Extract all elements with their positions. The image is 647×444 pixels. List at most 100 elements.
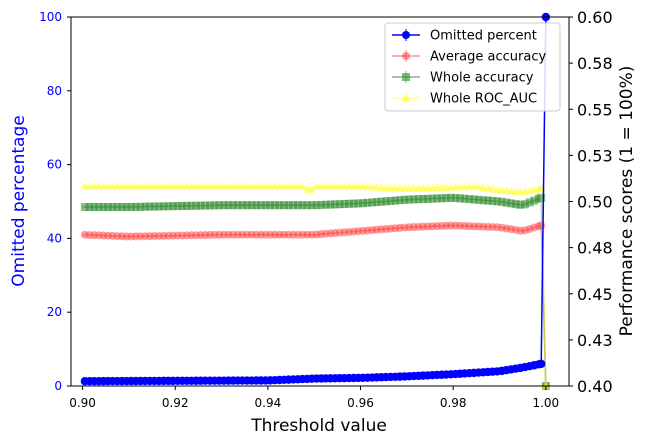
data-point bbox=[113, 203, 122, 212]
x-tick-label: 1.00 bbox=[532, 396, 559, 410]
data-point bbox=[164, 202, 173, 211]
data-point bbox=[122, 203, 131, 212]
data-point bbox=[155, 202, 164, 211]
data-point bbox=[326, 200, 335, 209]
data-point bbox=[210, 201, 219, 210]
data-point bbox=[400, 195, 409, 204]
data-point bbox=[168, 202, 177, 211]
data-point bbox=[493, 197, 502, 206]
x-axis-label: Threshold value bbox=[250, 416, 387, 436]
data-point bbox=[317, 200, 326, 209]
data-point bbox=[377, 197, 386, 206]
data-point bbox=[298, 181, 308, 190]
data-point bbox=[233, 201, 242, 210]
legend-label: Whole accuracy bbox=[430, 71, 534, 86]
data-point bbox=[94, 203, 103, 212]
left-y-tick-label: 40 bbox=[47, 231, 62, 245]
legend-item: Whole accuracy bbox=[392, 71, 534, 86]
data-point bbox=[432, 194, 441, 203]
series-average-accuracy bbox=[80, 221, 550, 390]
data-point bbox=[182, 201, 191, 210]
data-point bbox=[141, 202, 150, 211]
axis-layer: 0.90 0.92 0.94 0.96 0.98 1.00 0 20 40 60 80 100 0.40… bbox=[39, 8, 613, 410]
series-line bbox=[82, 224, 547, 387]
data-point bbox=[340, 199, 349, 208]
data-point bbox=[344, 199, 353, 208]
data-point bbox=[289, 201, 298, 210]
data-point bbox=[391, 196, 400, 205]
x-tick-label: 0.92 bbox=[162, 396, 189, 410]
legend-item: Omitted percent bbox=[392, 29, 537, 44]
data-point bbox=[298, 201, 307, 210]
x-tick-label: 0.98 bbox=[440, 396, 467, 410]
data-point bbox=[173, 202, 182, 211]
data-point bbox=[99, 203, 108, 212]
data-point bbox=[187, 201, 196, 210]
data-point bbox=[280, 201, 289, 210]
data-point bbox=[405, 195, 414, 204]
data-point bbox=[372, 198, 381, 207]
data-point bbox=[136, 202, 145, 211]
data-point bbox=[507, 199, 516, 208]
data-point bbox=[451, 193, 460, 202]
data-point bbox=[465, 195, 474, 204]
data-point bbox=[409, 195, 418, 204]
legend-marker bbox=[402, 31, 410, 39]
data-point bbox=[229, 201, 238, 210]
data-point bbox=[437, 194, 446, 203]
right-y-tick-label: 0.55 bbox=[577, 100, 613, 119]
series-line bbox=[82, 185, 547, 387]
right-y-tick-label: 0.45 bbox=[577, 285, 613, 304]
data-point bbox=[537, 359, 546, 369]
legend-label: Whole ROC_AUC bbox=[430, 92, 537, 107]
right-y-tick-label: 0.43 bbox=[577, 331, 613, 350]
data-point bbox=[479, 196, 488, 205]
right-y-tick-label: 0.60 bbox=[577, 8, 613, 27]
data-point bbox=[201, 201, 210, 210]
data-point bbox=[516, 200, 525, 209]
legend-label: Omitted percent bbox=[430, 29, 537, 44]
series-layer bbox=[80, 12, 551, 390]
data-point bbox=[541, 381, 551, 390]
data-point bbox=[127, 202, 136, 211]
x-tick-label: 0.90 bbox=[69, 396, 96, 410]
data-point bbox=[131, 202, 140, 211]
legend-label: Average accuracy bbox=[430, 50, 546, 65]
data-point bbox=[108, 203, 117, 212]
data-point bbox=[395, 196, 404, 205]
x-tick-label: 0.94 bbox=[255, 396, 282, 410]
data-point bbox=[321, 200, 330, 209]
data-point bbox=[205, 201, 214, 210]
right-y-tick-label: 0.53 bbox=[577, 146, 613, 165]
data-point bbox=[483, 196, 492, 205]
data-point bbox=[261, 201, 270, 210]
data-point bbox=[307, 184, 317, 193]
data-point bbox=[368, 198, 377, 207]
data-point bbox=[252, 201, 261, 210]
right-y-tick-label: 0.40 bbox=[577, 377, 613, 396]
data-point bbox=[386, 196, 395, 205]
data-point bbox=[243, 201, 252, 210]
series-whole-accuracy bbox=[80, 193, 550, 390]
data-point bbox=[530, 196, 539, 205]
series-whole-roc-auc bbox=[80, 181, 551, 390]
data-point bbox=[488, 196, 497, 205]
data-point bbox=[80, 203, 89, 212]
data-point bbox=[520, 200, 529, 209]
data-point bbox=[363, 198, 372, 207]
data-point bbox=[307, 201, 316, 210]
data-point bbox=[145, 202, 154, 211]
data-point bbox=[104, 203, 113, 212]
legend-marker bbox=[402, 73, 410, 81]
legend-item: Average accuracy bbox=[392, 50, 546, 65]
data-point bbox=[293, 201, 302, 210]
data-point bbox=[178, 201, 187, 210]
data-point bbox=[90, 203, 99, 212]
data-point bbox=[423, 194, 432, 203]
data-point bbox=[224, 201, 233, 210]
series-omitted-percent bbox=[80, 12, 551, 386]
data-point bbox=[470, 195, 479, 204]
data-point bbox=[419, 195, 428, 204]
data-point bbox=[117, 203, 126, 212]
